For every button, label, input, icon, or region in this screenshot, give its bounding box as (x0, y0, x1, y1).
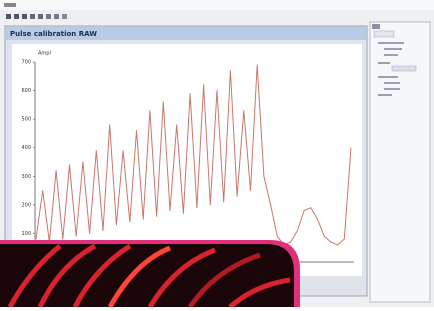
tree-item[interactable] (384, 54, 398, 56)
panel-tab[interactable] (372, 24, 380, 29)
tree-item[interactable] (384, 48, 402, 50)
title-bar (0, 0, 434, 10)
tool-button[interactable] (22, 14, 27, 19)
y-tick-label: 300 (21, 174, 31, 180)
y-tick-label: 700 (21, 60, 31, 66)
y-tick-label: 200 (21, 202, 31, 208)
page: {"chart_data": {"type": "line", "title":… (0, 0, 434, 307)
y-tick-label: 600 (21, 88, 31, 94)
y-tick-label: 400 (21, 145, 31, 151)
tool-button[interactable] (46, 14, 51, 19)
tool-button[interactable] (6, 14, 11, 19)
tree-item[interactable] (384, 88, 400, 90)
y-tick-label: 100 (21, 231, 31, 237)
tree-item[interactable] (378, 76, 398, 78)
tree-item[interactable] (378, 62, 390, 64)
window-caption (4, 3, 16, 7)
tool-button[interactable] (62, 14, 67, 19)
tree-item[interactable] (384, 82, 400, 84)
tool-button[interactable] (14, 14, 19, 19)
overlay-photo (0, 240, 300, 307)
tree-item[interactable] (378, 42, 404, 44)
panel-tab[interactable] (374, 31, 394, 37)
y-tick-label: 500 (21, 117, 31, 123)
chart-title: Pulse calibration RAW (10, 30, 97, 38)
tool-button[interactable] (30, 14, 35, 19)
dropdown[interactable] (392, 66, 416, 71)
y-axis-label: Ampl (38, 51, 51, 57)
tool-button[interactable] (38, 14, 43, 19)
tool-button[interactable] (54, 14, 59, 19)
tree-item[interactable] (378, 94, 392, 96)
app-window: Pulse calibration RAW Ampl 0100200300400… (0, 0, 434, 307)
